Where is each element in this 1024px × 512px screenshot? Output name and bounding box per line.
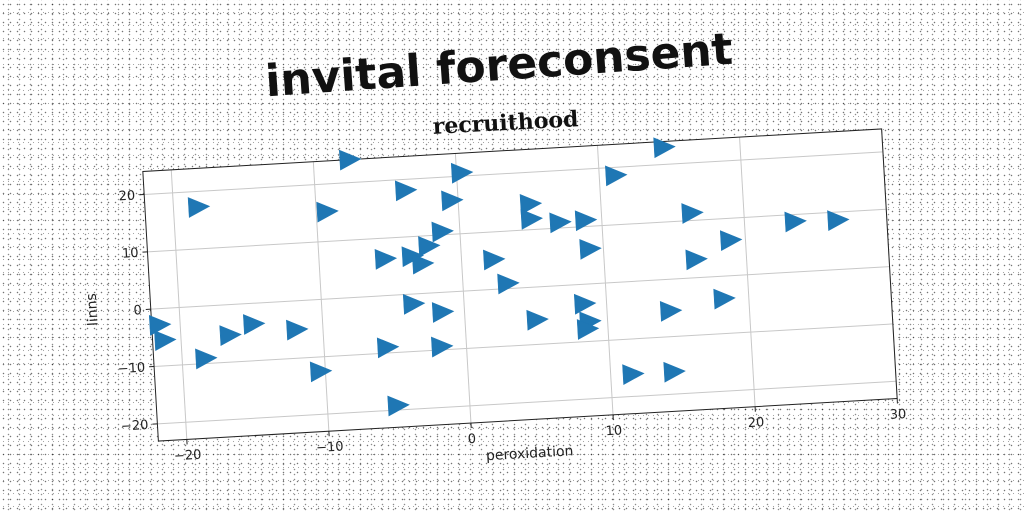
x-tick-label: 10 [605,423,622,439]
plot-area: −20 −10 0 10 20 30 −20 −10 0 10 20 peroxidation l… [76,118,907,486]
x-axis-label: peroxidation [486,443,574,464]
y-axis-label: linns [84,293,102,327]
plot-background [143,129,897,441]
y-tick-label: 20 [118,188,135,204]
chart-subtitle: recruithood [432,106,579,140]
x-tick-label: 30 [889,407,906,423]
x-tick-label: −20 [174,448,202,465]
y-tick-label: −20 [121,418,149,435]
y-tick-label: 0 [133,303,142,318]
y-tick-label: −10 [117,361,145,378]
y-tick-label: 10 [122,246,139,262]
chart-title: invital foreconsent [264,24,735,108]
x-tick-label: 20 [747,415,764,431]
x-tick-label: 0 [467,432,476,447]
x-tick-label: −10 [316,439,344,456]
